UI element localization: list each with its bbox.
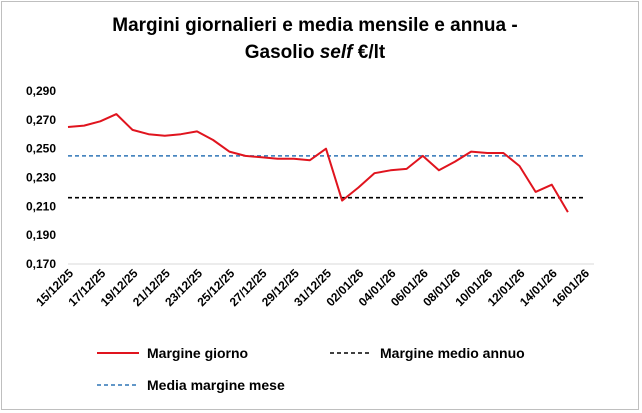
chart-title-line2-suffix: €/lt — [352, 42, 386, 63]
chart-title-line2-italic: self — [319, 42, 353, 63]
chart-title: Margini giornalieri e media mensile e an… — [0, 12, 630, 66]
y-tick-label: 0,270 — [26, 113, 56, 127]
y-tick-label: 0,170 — [26, 257, 56, 271]
y-tick-label: 0,250 — [26, 142, 56, 156]
legend-label: Margine giorno — [147, 345, 248, 361]
y-tick-label: 0,290 — [26, 84, 56, 98]
chart-title-line2: Gasolio self €/lt — [0, 39, 630, 66]
y-tick-label: 0,230 — [26, 171, 56, 185]
y-tick-label: 0,190 — [26, 228, 56, 242]
chart-title-line2-prefix: Gasolio — [244, 42, 320, 63]
chart-title-line1: Margini giornalieri e media mensile e an… — [112, 15, 518, 36]
legend-label: Media margine mese — [147, 377, 285, 393]
y-tick-label: 0,210 — [26, 199, 56, 213]
legend-label: Margine medio annuo — [380, 345, 525, 361]
series-line-margine-giorno — [67, 113, 569, 213]
